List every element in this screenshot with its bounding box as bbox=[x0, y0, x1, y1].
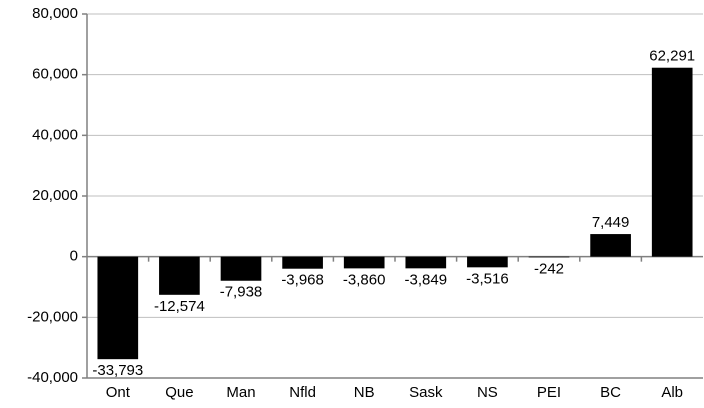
bar bbox=[528, 256, 570, 258]
bar bbox=[220, 256, 262, 281]
data-label: -12,574 bbox=[154, 298, 205, 315]
y-tick-label: 20,000 bbox=[32, 187, 78, 204]
data-label: 62,291 bbox=[649, 48, 695, 65]
x-tick-label: NB bbox=[354, 384, 375, 401]
x-tick-label: NS bbox=[477, 384, 498, 401]
y-tick-label: 80,000 bbox=[32, 5, 78, 22]
bar bbox=[590, 234, 631, 257]
x-tick-label: Sask bbox=[409, 384, 443, 401]
y-tick-label: 60,000 bbox=[32, 66, 78, 83]
bar bbox=[159, 256, 200, 295]
x-tick-label: Ont bbox=[106, 384, 131, 401]
bar bbox=[343, 256, 385, 269]
y-tick-label: 0 bbox=[70, 248, 78, 265]
bar bbox=[651, 67, 693, 257]
x-tick-label: Man bbox=[226, 384, 255, 401]
y-tick-label: -20,000 bbox=[27, 308, 78, 325]
x-tick-label: Que bbox=[165, 384, 193, 401]
x-tick-label: Nfld bbox=[289, 384, 316, 401]
bar bbox=[405, 256, 447, 269]
data-label: -7,938 bbox=[220, 284, 263, 301]
data-label: -3,968 bbox=[281, 272, 324, 289]
y-tick-label: 40,000 bbox=[32, 126, 78, 143]
data-label: -3,849 bbox=[405, 271, 448, 288]
data-label: -33,793 bbox=[92, 362, 143, 379]
y-tick-label: -40,000 bbox=[27, 369, 78, 386]
x-tick-label: Alb bbox=[661, 384, 683, 401]
data-label: -3,516 bbox=[466, 270, 509, 287]
bar bbox=[467, 256, 508, 268]
x-tick-label: BC bbox=[600, 384, 621, 401]
bar bbox=[97, 256, 139, 360]
data-label: -3,860 bbox=[343, 271, 386, 288]
x-tick-label: PEI bbox=[537, 384, 561, 401]
bar bbox=[282, 256, 323, 269]
data-label: 7,449 bbox=[592, 214, 630, 231]
data-label: -242 bbox=[534, 260, 564, 277]
